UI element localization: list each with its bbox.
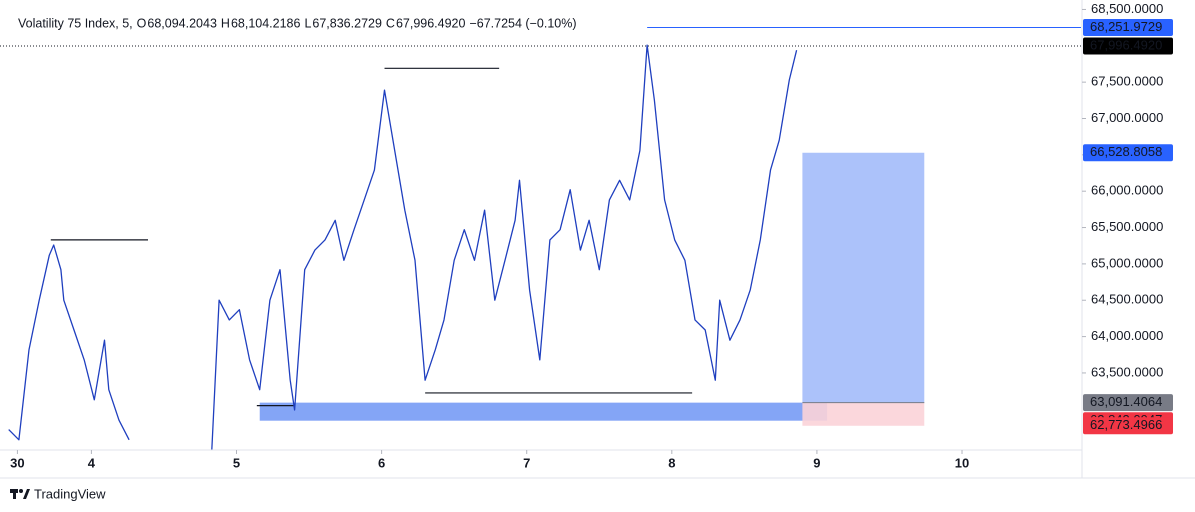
y-tick-label: 66,000.0000 xyxy=(1091,183,1163,198)
symbol: Volatility 75 Index, 5, xyxy=(18,16,133,30)
price-label-bg xyxy=(1083,144,1173,162)
y-tick-label: 63,500.0000 xyxy=(1091,364,1163,379)
brand-logo xyxy=(10,489,30,499)
price-label-bg xyxy=(1083,18,1173,36)
plot xyxy=(0,26,1082,451)
ohlc-letter: H xyxy=(221,16,230,30)
price-label-bg xyxy=(1083,417,1173,435)
price-label: 63,091.4064 xyxy=(1090,394,1162,409)
ohlc-letter: O xyxy=(137,16,147,30)
y-tick-label: 65,500.0000 xyxy=(1091,219,1163,234)
x-tick-label: 7 xyxy=(523,455,530,470)
ohlc-value: 67,836.2729 xyxy=(312,16,382,30)
y-tick-label: 68,500.0000 xyxy=(1091,1,1163,16)
x-tick-label: 5 xyxy=(233,455,240,470)
zone xyxy=(259,402,828,421)
y-tick-label: 64,500.0000 xyxy=(1091,292,1163,307)
price-label: 62,773.4966 xyxy=(1090,417,1162,432)
y-tick-label: 67,500.0000 xyxy=(1091,74,1163,89)
change: −67.7254 (−0.10%) xyxy=(469,16,576,30)
x-tick-label: 4 xyxy=(88,455,96,470)
x-tick-label: 6 xyxy=(378,455,385,470)
brand-name: TradingView xyxy=(34,486,106,501)
y-tick-label: 65,000.0000 xyxy=(1091,255,1163,270)
ohlc-value: 68,104.2186 xyxy=(231,16,301,30)
price-line xyxy=(8,44,798,451)
price-label: 66,528.8058 xyxy=(1090,144,1162,159)
loss-box xyxy=(802,402,925,426)
x-tick-label: 9 xyxy=(813,455,820,470)
ohlc-letter: L xyxy=(304,16,311,30)
ohlc-value: 67,996.4920 xyxy=(396,16,466,30)
profit-box xyxy=(802,152,925,403)
price-label-bg xyxy=(1083,394,1173,412)
x-tick-label: 10 xyxy=(955,455,969,470)
price-label-bg xyxy=(1083,37,1173,55)
y-tick-label: 64,000.0000 xyxy=(1091,328,1163,343)
ohlc-letter: C xyxy=(386,16,395,30)
price-label: 68,251.9729 xyxy=(1090,19,1162,34)
price-label: 67,996.4920 xyxy=(1090,37,1162,52)
y-tick-label: 67,000.0000 xyxy=(1091,110,1163,125)
x-tick-label: 8 xyxy=(668,455,675,470)
ohlc-value: 68,094.2043 xyxy=(147,16,217,30)
x-tick-label: 30 xyxy=(10,455,24,470)
